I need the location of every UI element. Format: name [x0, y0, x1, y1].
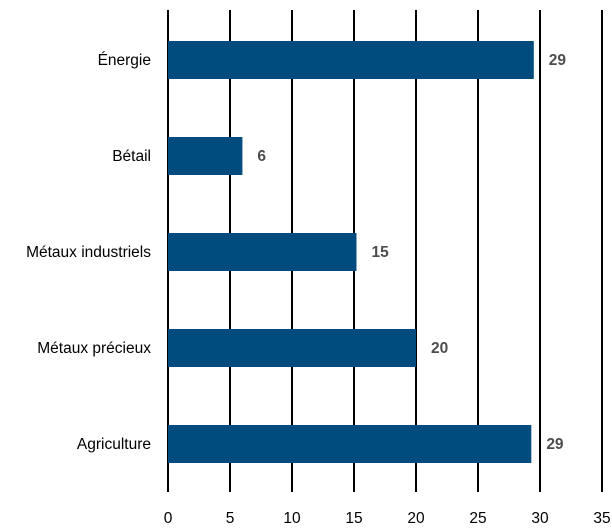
data-label: 29: [549, 52, 567, 69]
data-label: 20: [431, 340, 448, 357]
bar: [168, 233, 357, 271]
x-tick-label: 25: [469, 510, 486, 527]
bar: [168, 41, 534, 79]
category-labels: Énergie Bétail Métaux industriels Métaux pr…: [26, 52, 151, 453]
category-label: Métaux précieux: [37, 340, 151, 357]
x-tick-label: 10: [283, 510, 301, 527]
x-tick-label: 30: [531, 510, 549, 527]
bars: [168, 41, 534, 463]
x-tick-label: 15: [345, 510, 362, 527]
x-tick-label: 0: [164, 510, 173, 527]
category-label: Bétail: [112, 148, 151, 165]
category-label: Énergie: [98, 52, 151, 69]
category-label: Agriculture: [77, 436, 151, 453]
bar: [168, 137, 243, 175]
data-label: 6: [257, 148, 266, 165]
category-label: Métaux industriels: [26, 244, 151, 261]
x-tick-label: 20: [407, 510, 425, 527]
x-tick-label: 5: [226, 510, 235, 527]
data-label: 29: [546, 436, 564, 453]
x-tick-label: 35: [593, 510, 610, 527]
bar: [168, 329, 416, 367]
data-label: 15: [371, 244, 389, 261]
x-tick-labels: 0 5 10 15 20 25 30 35: [164, 510, 611, 527]
data-labels: 29 6 15 20 29: [257, 52, 566, 453]
bar: [168, 425, 532, 463]
